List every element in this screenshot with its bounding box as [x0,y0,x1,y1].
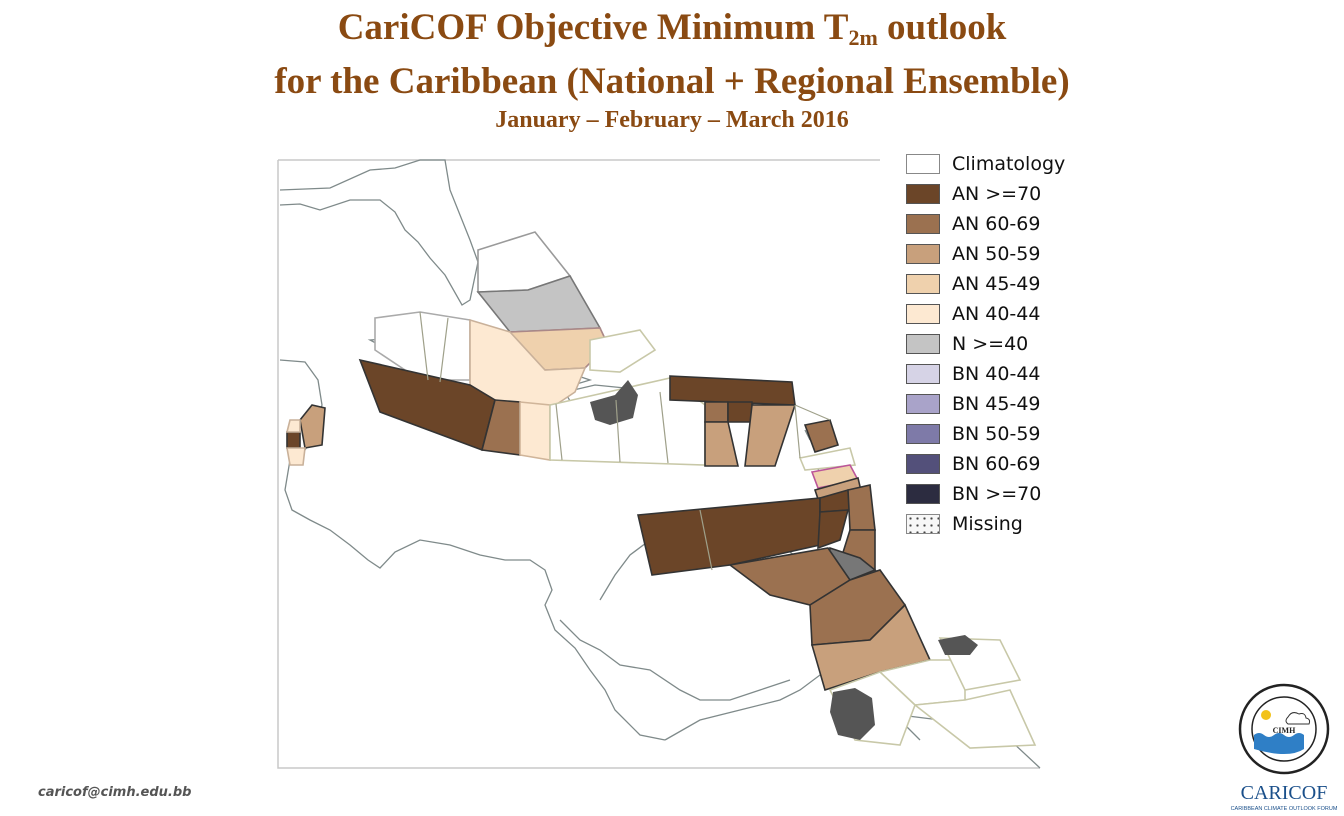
legend-swatch [906,304,940,324]
zone-jamaica-east [519,401,551,461]
legend-item-an-70: AN >=70 [906,182,1041,206]
legend-item-an-60-69: AN 60-69 [906,212,1040,236]
legend-item-missing: Missing [906,512,1023,536]
zone-pr-cell1 [704,401,729,423]
legend-item-an-45-49: AN 45-49 [906,272,1040,296]
legend-label: Missing [952,513,1023,535]
sun-icon [1261,710,1271,720]
zone-turks-caicos [589,329,657,373]
legend-label: AN 40-44 [952,303,1041,325]
legend-swatch [906,334,940,354]
legend-label: N >=40 [952,333,1029,355]
map-title-line1: CariCOF Objective Minimum T2m outlook [337,7,1007,50]
map-period: January – February – March 2016 [495,107,849,133]
cimh-caricof-logo: CIMH CARICOF CARIBBEAN CLIMATE OUTLOOK F… [1231,683,1338,812]
legend-swatch [906,394,940,414]
legend-label: BN 60-69 [952,453,1041,475]
legend-swatch [906,484,940,504]
missing-guyana-interior [830,688,875,740]
missing-french-guiana [938,635,978,655]
legend-swatch [906,454,940,474]
zone-st-lucia [847,484,876,531]
legend-item-climatology: Climatology [906,152,1065,176]
legend-swatch [906,244,940,264]
legend-item-bn-50-59: BN 50-59 [906,422,1041,446]
zone-south-caribbean [637,497,821,576]
zone-st-vincent [817,509,850,550]
zone-leeward-mid [798,447,857,471]
zone-bahamas-central [476,275,602,333]
legend-item-an-50-59: AN 50-59 [906,242,1040,266]
logo-brand-sub: CARIBBEAN CLIMATE OUTLOOK FORUM [1231,806,1338,812]
legend-item-n-40: N >=40 [906,332,1028,356]
logo-acronym: CIMH [1273,726,1296,735]
legend-swatch-missing [906,514,940,534]
zone-belize-west [286,431,301,449]
legend-item-bn-70: BN >=70 [906,482,1041,506]
legend-label: BN 50-59 [952,423,1041,445]
zone-belize-east [299,404,326,449]
legend-label: AN 45-49 [952,273,1041,295]
legend-swatch [906,424,940,444]
logo-brand: CARICOF [1241,782,1328,804]
zone-belize-north [285,419,301,433]
legend-label: BN 40-44 [952,363,1041,385]
legend-item-bn-45-49: BN 45-49 [906,392,1041,416]
zone-leeward-north [803,419,840,453]
cloud-icon [1285,712,1311,725]
zone-pr-north [669,375,796,406]
contact-email: caricof@cimh.edu.bb [38,785,192,800]
map-frame-border [277,159,1040,769]
legend-label: AN 60-69 [952,213,1041,235]
legend-item-bn-40-44: BN 40-44 [906,362,1041,386]
zone-pr-south [704,421,740,467]
legend-swatch [906,364,940,384]
legend-swatch [906,184,940,204]
zone-boundaries [419,311,831,571]
legend-label: BN >=70 [952,483,1042,505]
zone-suriname-2 [912,689,1037,749]
legend-label: AN 50-59 [952,243,1041,265]
legend-label: AN >=70 [952,183,1042,205]
zone-vi-south [744,404,797,467]
legend-swatch [906,214,940,234]
legend-swatch [906,274,940,294]
outlook-zones [285,231,1037,749]
zone-belize-south [286,447,306,466]
missing-haiti [590,380,638,425]
legend-label: Climatology [952,153,1066,175]
waves-icon [1254,733,1304,754]
title-block: CariCOF Objective Minimum T2m outlook fo… [0,6,1344,134]
legend-label: BN 45-49 [952,393,1041,415]
zone-pr-cell2 [727,401,753,423]
legend-swatch [906,154,940,174]
legend-item-an-40-44: AN 40-44 [906,302,1040,326]
legend-item-bn-60-69: BN 60-69 [906,452,1041,476]
map-title-line2: for the Caribbean (National + Regional E… [274,61,1070,102]
